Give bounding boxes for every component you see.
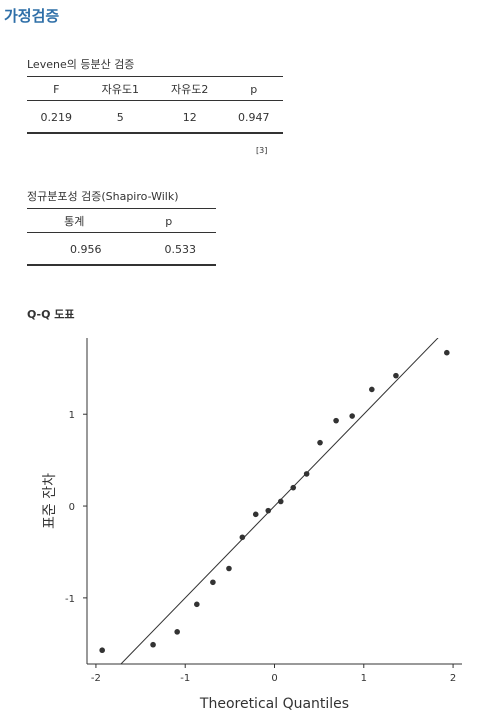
table-row: 0.219 5 12 0.947 bbox=[27, 100, 283, 134]
data-point bbox=[277, 498, 284, 505]
levene-header-df2: 자유도2 bbox=[154, 76, 225, 101]
data-point bbox=[393, 372, 399, 379]
section-title: 가정검증 bbox=[4, 7, 60, 25]
levene-header-df1: 자유도1 bbox=[85, 76, 155, 101]
levene-caption: Levene의 등분산 검증 bbox=[27, 58, 135, 71]
data-point bbox=[210, 579, 216, 586]
levene-p-value: 0.947 bbox=[224, 100, 283, 134]
levene-df2-value: 12 bbox=[154, 100, 225, 134]
data-point bbox=[194, 601, 200, 608]
qq-plot-title: Q-Q 도표 bbox=[27, 308, 75, 321]
normality-table: 정규분포성 검증(Shapiro-Wilk) 통계 p 0.956 0.533 bbox=[27, 188, 216, 266]
data-point bbox=[444, 349, 450, 356]
data-point bbox=[99, 647, 105, 654]
footnote-marker: [3] bbox=[256, 146, 268, 155]
x-tick-label: 2 bbox=[450, 673, 456, 684]
normality-header-stat: 통계 bbox=[27, 208, 122, 233]
normality-caption: 정규분포성 검증(Shapiro-Wilk) bbox=[27, 190, 179, 203]
data-point bbox=[290, 484, 297, 491]
data-point bbox=[150, 641, 156, 648]
normality-header-row: 통계 p bbox=[27, 208, 216, 233]
x-tick-label: -2 bbox=[91, 673, 101, 684]
data-point bbox=[303, 471, 310, 477]
y-axis-label: 표준 잔차 bbox=[42, 473, 58, 529]
data-point bbox=[226, 565, 232, 572]
data-point bbox=[252, 511, 259, 518]
data-point bbox=[317, 439, 323, 446]
data-point bbox=[174, 629, 180, 635]
y-tick-label: 0 bbox=[69, 502, 75, 513]
normality-stat-value: 0.956 bbox=[27, 232, 122, 266]
x-axis-label: Theoretical Quantiles bbox=[199, 696, 349, 712]
x-tick-label: -1 bbox=[180, 673, 190, 684]
data-point bbox=[349, 413, 355, 419]
levene-header-f: F bbox=[27, 76, 86, 101]
data-point bbox=[239, 534, 246, 541]
levene-header-row: F 자유도1 자유도2 p bbox=[27, 76, 283, 101]
x-tick-label: 1 bbox=[361, 673, 367, 684]
data-point bbox=[369, 386, 375, 393]
x-tick-label: 0 bbox=[271, 673, 277, 684]
normality-p-value: 0.533 bbox=[121, 232, 216, 266]
normality-header-p: p bbox=[121, 208, 216, 233]
levene-header-p: p bbox=[224, 76, 283, 101]
data-point bbox=[333, 417, 339, 424]
levene-f-value: 0.219 bbox=[27, 100, 86, 134]
reference-line bbox=[120, 338, 439, 664]
data-point bbox=[265, 507, 272, 514]
y-tick-label: 1 bbox=[69, 410, 75, 421]
table-row: 0.956 0.533 bbox=[27, 232, 216, 266]
y-tick-label: -1 bbox=[65, 594, 75, 605]
levene-table: Levene의 등분산 검증 F 자유도1 자유도2 p 0.219 5 12 … bbox=[27, 56, 283, 134]
levene-df1-value: 5 bbox=[85, 100, 155, 134]
